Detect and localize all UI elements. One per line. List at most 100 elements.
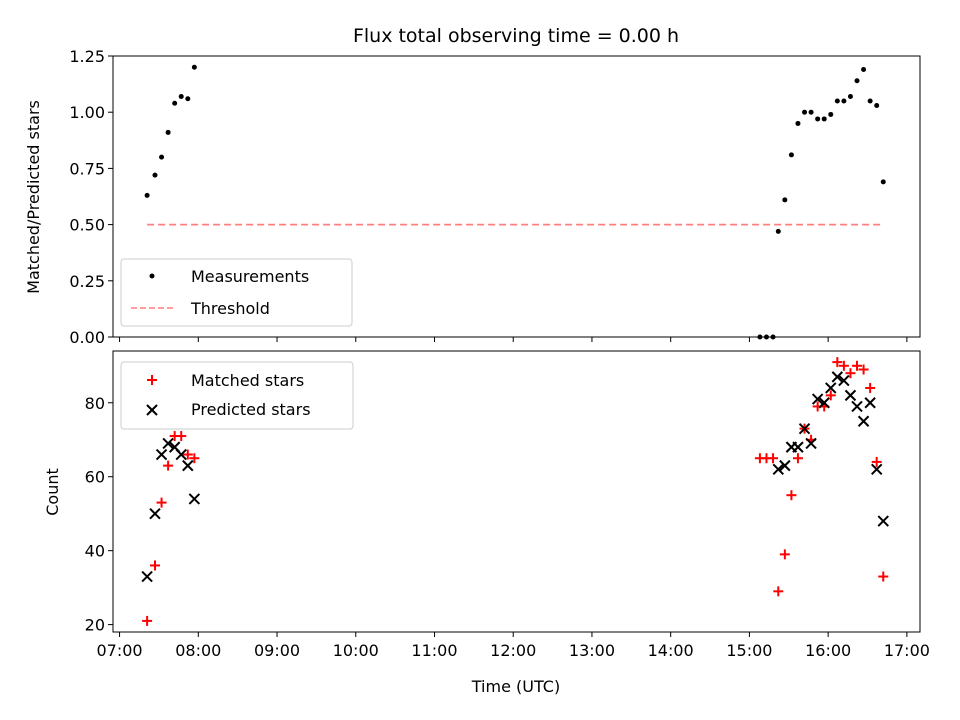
predicted-stars-point <box>162 437 174 450</box>
top-plot-frame <box>112 55 921 338</box>
matched-stars-point <box>142 615 153 626</box>
bottom-y-tick-label: 60 <box>85 468 105 487</box>
measurement-point <box>178 93 184 99</box>
matched-stars-point <box>865 382 876 393</box>
x-tick-label: 11:00 <box>411 641 457 660</box>
x-tick-label: 09:00 <box>254 641 300 660</box>
measurement-point <box>770 334 776 340</box>
matched-stars-point <box>878 571 889 582</box>
x-tick-label: 08:00 <box>175 641 221 660</box>
legend-matched-label: Matched stars <box>191 371 304 390</box>
measurement-point <box>185 96 191 102</box>
measurement-point <box>815 116 821 122</box>
measurement-point <box>854 78 860 84</box>
top-y-tick-label: 1.25 <box>69 47 105 66</box>
predicted-stars-point <box>182 459 194 472</box>
bottom-y-ticks: 20 40 60 80 <box>85 394 113 635</box>
matched-stars-point <box>838 360 849 371</box>
measurement-point <box>775 228 781 234</box>
measurement-point <box>159 154 165 160</box>
predicted-stars-point <box>851 400 863 413</box>
matched-stars-point <box>773 586 784 597</box>
measurement-point <box>867 98 873 104</box>
legend-threshold-label: Threshold <box>190 299 270 318</box>
predicted-stars-point <box>877 515 889 527</box>
predicted-stars-point <box>155 448 168 461</box>
bottom-series-layer <box>141 357 889 626</box>
bottom-y-tick-label: 80 <box>85 394 105 413</box>
measurement-point <box>834 98 840 104</box>
matched-stars-point <box>779 549 790 560</box>
predicted-stars-point <box>805 437 817 450</box>
x-tick-label: 12:00 <box>490 641 536 660</box>
bottom-panel: Count 20 40 60 80 07:00 08:00 09:00 10:00 11:00… <box>43 350 930 660</box>
bottom-y-tick-label: 20 <box>85 616 105 635</box>
measurement-point <box>757 334 763 340</box>
x-tick-label: 15:00 <box>726 641 772 660</box>
measurement-point <box>152 172 158 178</box>
matched-stars-point <box>189 453 200 464</box>
predicted-stars-point <box>870 463 883 476</box>
legend-matched-marker <box>147 375 157 385</box>
predicted-stars-point <box>798 422 811 435</box>
top-panel: Matched/Predicted stars 0.00 0.25 0.50 0.75… <box>24 47 921 347</box>
matched-stars-point <box>792 453 803 464</box>
top-y-axis-label: Matched/Predicted stars <box>24 100 43 294</box>
bottom-y-tick-label: 40 <box>85 542 105 561</box>
predicted-stars-point <box>811 393 824 405</box>
x-tick-label: 16:00 <box>805 641 851 660</box>
legend-measurements-label: Measurements <box>191 267 309 286</box>
bottom-legend: Matched stars Predicted stars <box>120 361 354 430</box>
matched-stars-point <box>858 364 869 375</box>
matched-stars-point <box>163 460 174 471</box>
matched-stars-point <box>825 390 836 401</box>
measurement-point <box>763 334 769 340</box>
matched-stars-point <box>786 490 797 501</box>
top-y-ticks: 0.00 0.25 0.50 0.75 1.00 1.25 <box>69 47 113 347</box>
matched-stars-point <box>845 368 856 379</box>
top-legend: Measurements Threshold <box>120 258 353 327</box>
predicted-stars-point <box>175 448 187 461</box>
top-y-tick-label: 1.00 <box>69 103 105 122</box>
bottom-y-axis-label: Count <box>43 468 62 516</box>
measurement-point <box>795 120 801 126</box>
measurement-point <box>841 98 847 104</box>
bottom-x-ticks: 07:00 08:00 09:00 10:00 11:00 12:00 13:00 14:00… <box>97 632 930 660</box>
matched-stars-point <box>149 560 160 571</box>
top-y-tick-label: 0.00 <box>69 328 105 347</box>
x-tick-label: 10:00 <box>333 641 379 660</box>
x-axis-label: Time (UTC) <box>471 677 560 696</box>
predicted-stars-point <box>818 397 830 409</box>
top-y-tick-label: 0.75 <box>69 159 105 178</box>
measurement-point <box>144 192 150 198</box>
bottom-legend-box <box>120 361 354 430</box>
legend-predicted-label: Predicted stars <box>191 400 311 419</box>
measurement-point <box>191 64 197 70</box>
x-tick-label: 07:00 <box>97 641 143 660</box>
legend-measurements-marker <box>149 273 155 279</box>
measurement-point <box>165 129 171 135</box>
matched-stars-point <box>852 360 863 371</box>
matched-stars-point <box>156 497 167 508</box>
predicted-stars-point <box>825 382 837 394</box>
measurement-point <box>874 102 880 108</box>
matched-stars-point <box>182 449 193 460</box>
predicted-stars-point <box>149 507 161 520</box>
predicted-stars-point <box>831 371 844 383</box>
measurement-point <box>802 109 808 115</box>
chart-title: Flux total observing time = 0.00 h <box>353 25 679 47</box>
x-tick-label: 17:00 <box>884 641 930 660</box>
predicted-stars-point <box>779 459 791 472</box>
predicted-stars-point <box>864 397 876 409</box>
measurement-point <box>172 100 178 106</box>
predicted-stars-point <box>857 415 870 427</box>
predicted-stars-point <box>838 374 850 387</box>
top-y-tick-label: 0.50 <box>69 216 105 235</box>
matched-stars-point <box>832 357 843 368</box>
x-tick-label: 13:00 <box>569 641 615 660</box>
top-series-layer <box>144 64 886 340</box>
predicted-stars-point <box>844 389 857 402</box>
matched-stars-point <box>871 456 882 467</box>
